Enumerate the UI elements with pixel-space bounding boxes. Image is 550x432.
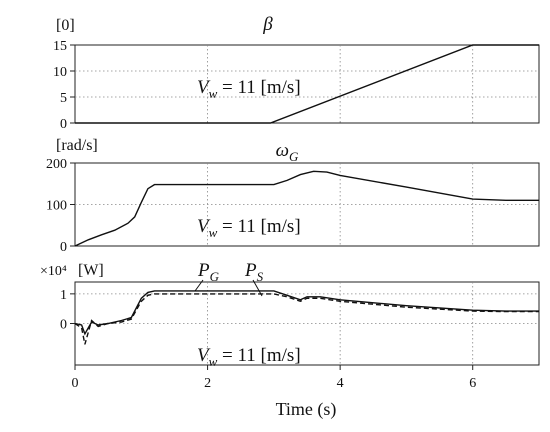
series-line-2 <box>74 170 539 247</box>
wind-speed-annotation: Vw = 11 [m/s] <box>197 77 301 101</box>
panel-title: β <box>262 14 273 35</box>
y-tick-label: 0 <box>60 240 67 255</box>
series-label-ps: PS <box>244 260 264 284</box>
x-tick-label: 2 <box>204 376 211 391</box>
series-label-pg: PG <box>197 260 220 284</box>
plot-frame-1 <box>74 44 540 124</box>
y-tick-label: 200 <box>46 157 67 172</box>
x-tick-label: 6 <box>469 376 476 391</box>
y-tick-label: 15 <box>53 39 67 54</box>
y-axis-label: [rad/s] <box>56 137 98 154</box>
y-axis-label: [0] <box>56 17 75 34</box>
x-tick-label: 4 <box>337 376 344 391</box>
wind-speed-annotation: Vw = 11 [m/s] <box>197 216 301 240</box>
y-axis-label: [W] <box>78 262 104 279</box>
series-line-pg <box>74 290 539 336</box>
y-tick-label: 1 <box>60 288 67 303</box>
series-line-ps <box>74 293 539 345</box>
panel-title: ωG <box>276 140 299 164</box>
wind-speed-annotation: Vw = 11 [m/s] <box>197 345 301 369</box>
y-tick-label: 10 <box>53 65 67 80</box>
y-tick-label: 5 <box>60 91 67 106</box>
y-tick-label: 0 <box>60 117 67 132</box>
y-tick-label: 100 <box>46 199 67 214</box>
x-axis-label: Time (s) <box>276 399 337 420</box>
series-line-1 <box>75 44 539 124</box>
y-tick-label: 0 <box>60 318 67 333</box>
x-tick-label: 0 <box>72 376 79 391</box>
y-scale-label: ×10⁴ <box>40 264 67 279</box>
series-label-leader <box>252 279 263 297</box>
series-label-leader <box>194 279 204 292</box>
